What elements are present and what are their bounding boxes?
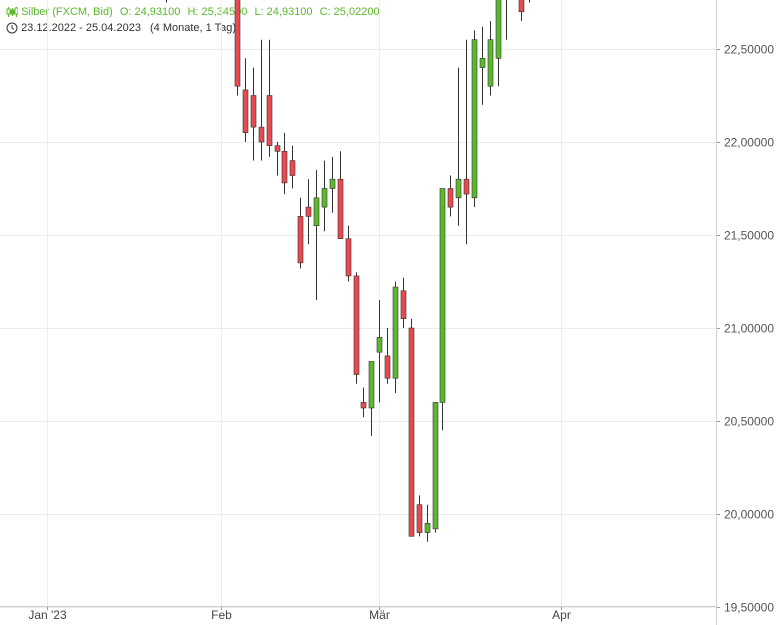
candle [471,30,478,208]
y-tick-label: 22,50000 [724,43,774,57]
candle-body [345,238,352,277]
candle [432,402,439,533]
candle-body [416,504,423,533]
candle-body [281,151,288,184]
candle-body [463,178,470,195]
candle [408,318,415,537]
candle-body [487,39,494,87]
candle [242,58,249,142]
candle-body [495,0,502,59]
candle-body [424,522,431,533]
candle [360,387,367,418]
candle-body [289,160,296,176]
y-tick-label: 20,50000 [724,415,774,429]
candle-body [329,178,336,189]
candle [495,0,502,87]
candle [281,132,288,195]
candle-body [242,89,249,133]
low-value: L: 24,93100 [254,6,313,18]
candle [266,39,273,157]
candle [439,188,446,431]
candle [447,175,454,217]
candle [321,160,328,232]
high-value: H: 25,34500 [187,6,248,18]
candle [337,151,344,240]
candle-body [266,95,273,147]
candle [368,361,375,436]
candle [234,0,241,96]
candle-body [313,197,320,227]
candle-body [518,0,525,13]
candle-body [234,0,241,87]
candle-body [479,57,486,68]
candle-body [400,290,407,319]
candle-body [360,402,367,409]
candle [329,156,336,213]
candle [455,67,462,226]
date-range: 23.12.2022 - 25.04.2023 [21,22,141,34]
candle-body [297,216,304,264]
chart-bars-icon [6,7,18,18]
x-tick-label: Jan '23 [28,608,67,622]
candle-body [439,188,446,403]
candle [487,21,494,96]
y-tick-label: 19,50000 [724,601,774,615]
candle-body [274,145,281,152]
candle-body [376,336,383,353]
open-value: O: 24,93100 [119,6,181,18]
candle [384,328,391,384]
candle-body [305,206,312,217]
candle-body [471,39,478,199]
candle-body [432,402,439,530]
candle-body [408,327,415,537]
candle [529,0,530,3]
date-range-header: 23.12.2022 - 25.04.2023 (4 Monate, 1 Tag… [6,22,242,34]
candle-body [455,178,462,199]
candle [506,0,507,40]
candle [479,26,486,105]
candle-body [321,188,328,208]
close-value: C: 25,02200 [319,6,380,18]
instrument-name: Silber (FXCM, Bid) [21,6,113,18]
candle [416,495,423,537]
candle [345,225,352,282]
candle [274,142,281,176]
candle-body [258,126,265,143]
candle-body [353,275,360,375]
candle [353,272,360,384]
clock-icon [6,22,18,34]
candle-body [337,178,344,240]
candle [166,0,167,3]
candle-body [447,188,454,208]
candle-body [384,355,391,379]
candle [392,281,399,394]
candle [313,169,320,301]
candle [297,197,304,269]
y-tick-label: 20,00000 [724,508,774,522]
candle [376,300,383,403]
candle [518,0,525,22]
candle [463,39,470,245]
x-tick-label: Apr [552,608,571,622]
ohlc-header: Silber (FXCM, Bid) O: 24,93100 H: 25,345… [6,6,384,18]
period-label: (4 Monate, 1 Tag) [150,22,237,34]
candle-body [392,286,399,379]
y-tick-label: 21,50000 [724,229,774,243]
candle-body [368,361,375,409]
candle [400,277,407,328]
candle [258,39,265,161]
candle [424,504,431,542]
candle [250,67,257,161]
x-tick-label: Feb [211,608,232,622]
y-tick-label: 21,00000 [724,322,774,336]
candle [305,179,312,245]
candle-body [250,95,257,128]
candle [289,145,296,189]
x-tick-label: Mär [369,608,390,622]
y-tick-label: 22,00000 [724,136,774,150]
